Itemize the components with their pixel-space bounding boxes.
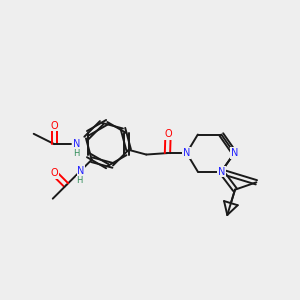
Text: N: N xyxy=(77,166,85,176)
Text: O: O xyxy=(50,121,58,131)
Text: O: O xyxy=(50,168,58,178)
Text: O: O xyxy=(164,129,172,139)
Text: H: H xyxy=(73,149,80,158)
Text: H: H xyxy=(76,176,83,185)
Text: N: N xyxy=(73,139,80,149)
Text: N: N xyxy=(183,148,190,158)
Text: N: N xyxy=(231,148,238,158)
Text: N: N xyxy=(218,167,225,177)
